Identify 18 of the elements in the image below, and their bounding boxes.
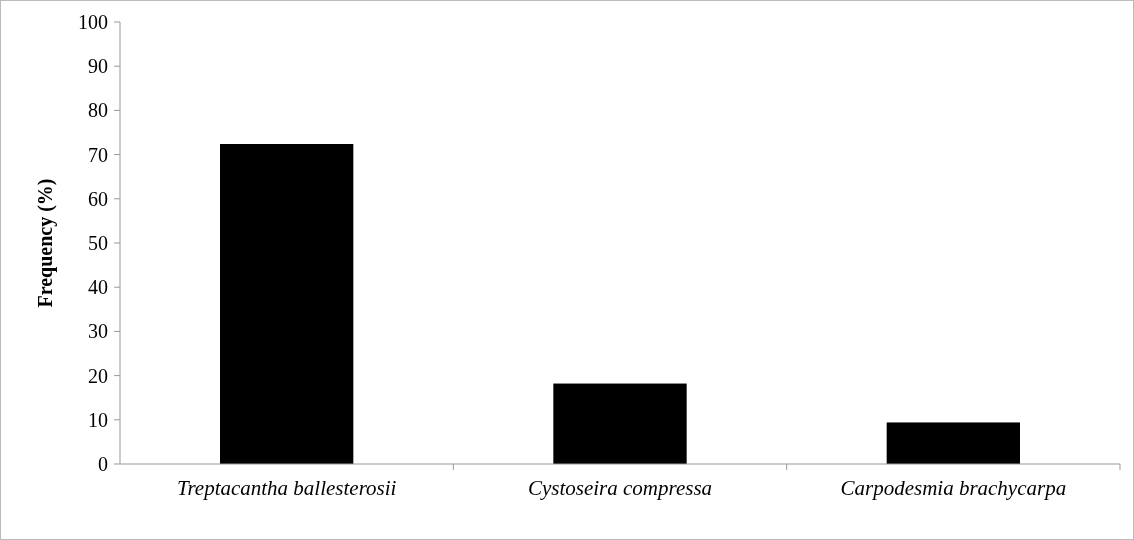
y-axis-title: Frequency (%) [34,178,57,308]
y-tick-label: 70 [88,143,108,166]
y-tick-label: 90 [88,55,108,78]
x-tick-label: Treptacantha ballesterosii [176,476,397,500]
y-tick-label: 30 [88,320,108,343]
y-tick-label: 50 [88,232,108,254]
bar [220,143,354,464]
x-tick-label: Carpodesmia brachycarpa [840,476,1067,500]
y-tick-label: 80 [88,99,108,122]
y-tick-label: 0 [98,453,108,475]
bar [553,383,687,464]
y-tick-label: 10 [88,408,108,431]
y-tick-label: 20 [88,364,108,387]
y-tick-label: 100 [78,11,108,33]
y-tick-label: 40 [88,276,108,299]
x-tick-label: Cystoseira compressa [527,476,713,500]
y-tick-label: 60 [88,187,108,210]
bar [886,422,1020,464]
